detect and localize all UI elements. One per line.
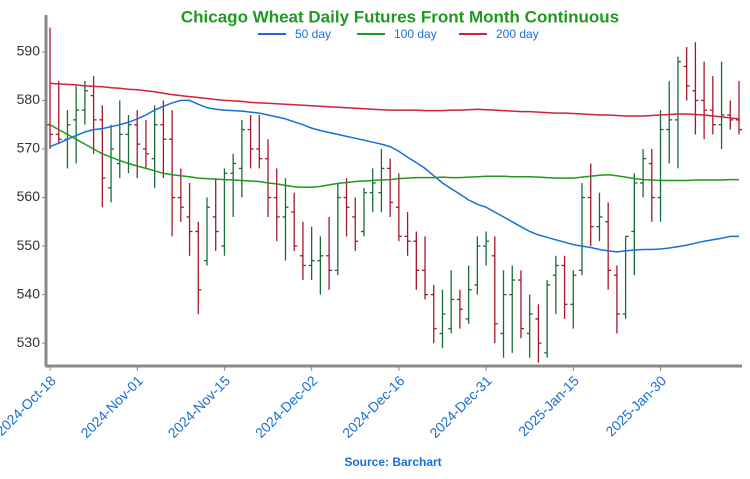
y-tick-label: 570 <box>17 140 41 156</box>
legend-label: 50 day <box>295 27 331 41</box>
x-tick-label: 2025-Jan-15 <box>515 372 582 439</box>
y-tick-label: 560 <box>17 188 41 204</box>
moving-average <box>49 82 740 120</box>
chart-title: Chicago Wheat Daily Futures Front Month … <box>181 7 619 26</box>
y-tick-label: 540 <box>17 285 41 301</box>
x-tick-label: 2024-Dec-16 <box>339 372 408 441</box>
y-tick-label: 590 <box>17 43 41 59</box>
x-tick-label: 2024-Dec-02 <box>252 372 321 441</box>
x-tick-label: 2025-Jan-30 <box>602 372 669 439</box>
source: Source: Barchart <box>344 455 441 469</box>
y-tick-label: 580 <box>17 91 41 107</box>
x-tick-label: 2024-Nov-01 <box>77 372 146 441</box>
x-tick-label: 2024-Dec-31 <box>426 372 495 441</box>
y-tick-label: 530 <box>17 334 41 350</box>
moving-average <box>49 99 739 253</box>
y-tick-label: 550 <box>17 237 41 253</box>
x-tick-label: 2024-Oct-18 <box>0 372 59 438</box>
legend-label: 100 day <box>394 27 437 41</box>
moving-average <box>49 124 739 189</box>
x-tick-label: 2024-Nov-15 <box>165 372 234 441</box>
legend-label: 200 day <box>496 27 539 41</box>
